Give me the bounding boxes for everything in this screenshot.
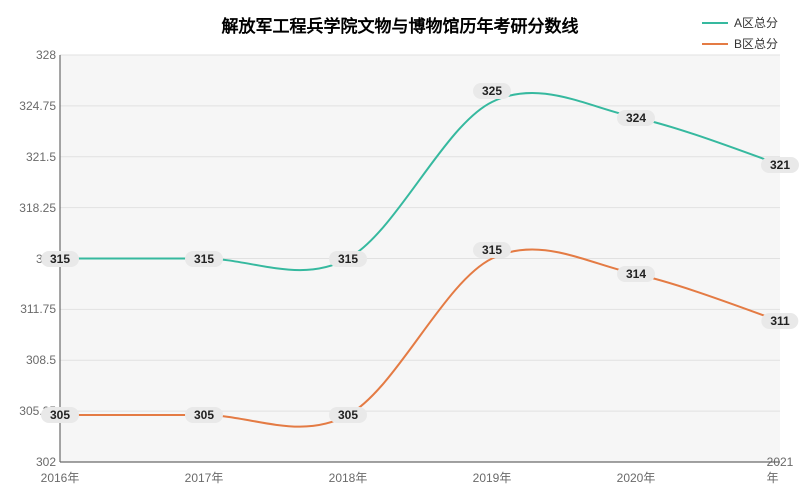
- data-label: 315: [185, 251, 223, 267]
- data-label: 311: [761, 313, 798, 329]
- x-tick-label: 2016年: [41, 469, 80, 486]
- x-tick-label: 2018年: [329, 469, 368, 486]
- data-label: 321: [761, 157, 799, 173]
- data-label: 314: [617, 266, 655, 282]
- data-label: 305: [41, 407, 79, 423]
- chart-svg: [0, 0, 800, 500]
- x-tick-label: 2017年: [185, 469, 224, 486]
- data-label: 315: [41, 251, 79, 267]
- y-tick-label: 318.25: [19, 201, 56, 215]
- data-label: 324: [617, 110, 655, 126]
- data-label: 305: [185, 407, 223, 423]
- y-tick-label: 321.5: [26, 150, 56, 164]
- x-tick-label: 2019年: [473, 469, 512, 486]
- x-tick-label: 2021年: [767, 455, 794, 486]
- data-label: 305: [329, 407, 367, 423]
- y-tick-label: 302: [36, 455, 56, 469]
- y-tick-label: 328: [36, 48, 56, 62]
- data-label: 315: [329, 251, 367, 267]
- y-tick-label: 311.75: [20, 302, 56, 316]
- data-label: 325: [473, 83, 511, 99]
- y-tick-label: 308.5: [26, 353, 56, 367]
- data-label: 315: [473, 242, 511, 258]
- chart-container: 解放军工程兵学院文物与博物馆历年考研分数线 A区总分B区总分 302305.25…: [0, 0, 800, 500]
- x-tick-label: 2020年: [617, 469, 656, 486]
- y-tick-label: 324.75: [19, 99, 56, 113]
